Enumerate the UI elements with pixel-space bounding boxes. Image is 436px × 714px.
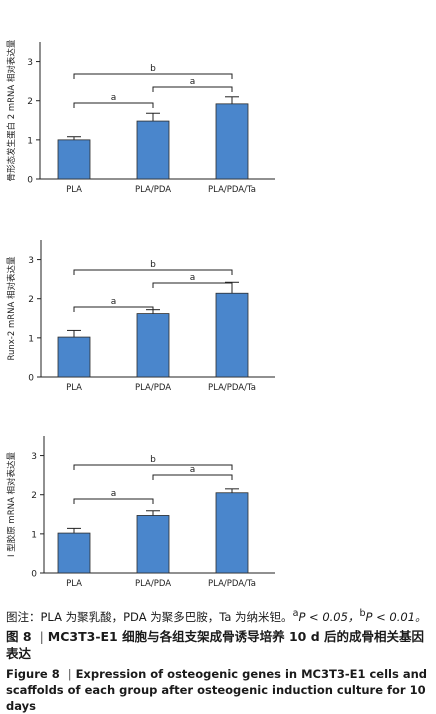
chart2-significance-bracket-1 xyxy=(73,306,154,312)
chart2-y-axis-label: Runx-2 mRNA 相对表达量 xyxy=(6,256,17,361)
chart3-bar-3 xyxy=(215,492,249,574)
figure-label-zh: 图 8 xyxy=(6,628,32,644)
chart3-y-tick-label: 3 xyxy=(31,452,37,462)
chart3-significance-bracket-1 xyxy=(73,498,154,504)
chart2-significance-label-2: a xyxy=(190,273,196,283)
chart3-category-label-1: PLA xyxy=(66,579,82,589)
caption-title-en: Figure 8 | Expression of osteogenic genes … xyxy=(6,666,432,714)
chart1-significance-label-3: b xyxy=(150,64,156,74)
chart2-bar-2 xyxy=(136,313,170,378)
caption-p-a: P < 0.05， xyxy=(298,609,360,624)
chart2-category-label-3: PLA/PDA/Ta xyxy=(208,383,256,393)
chart3-significance-label-1: a xyxy=(111,489,117,499)
caption-separator-en: | xyxy=(67,666,72,681)
chart3-significance-bracket-2 xyxy=(152,474,233,480)
caption-title-zh: 图 8 | MC3T3-E1 细胞与各组支架成骨诱导培养 10 d 后的成骨相关基因… xyxy=(6,628,432,662)
chart3-y-tick-label: 2 xyxy=(31,491,37,501)
chart1-significance-bracket-3 xyxy=(73,73,233,79)
chart3-y-tick-label: 0 xyxy=(31,570,37,580)
chart1-y-tick-label: 2 xyxy=(27,97,33,107)
chart3-category-label-3: PLA/PDA/Ta xyxy=(208,579,256,589)
chart1-bar-2 xyxy=(136,120,170,180)
chart1-category-label-2: PLA/PDA xyxy=(135,185,171,195)
chart2-category-label-2: PLA/PDA xyxy=(135,383,171,393)
chart1-significance-bracket-2 xyxy=(152,86,233,92)
caption-sup-b: b xyxy=(359,608,366,619)
chart3-category-label-2: PLA/PDA xyxy=(135,579,171,589)
chart3-y-axis-label: Ⅰ 型胶原 mRNA 相对表达量 xyxy=(6,452,17,557)
chart3-significance-bracket-3 xyxy=(73,464,233,470)
chart1-y-axis-label: 骨形态发生蛋白 2 mRNA 相对表达量 xyxy=(6,39,17,181)
chart3-bar-1 xyxy=(57,532,91,574)
chart1-y-tick-label: 3 xyxy=(27,58,33,68)
chart3-y-tick-label: 1 xyxy=(31,530,37,540)
caption-p-b: P < 0.01。 xyxy=(365,609,427,624)
chart2-y-tick-label: 1 xyxy=(28,334,34,344)
figure-title-zh: MC3T3-E1 细胞与各组支架成骨诱导培养 10 d 后的成骨相关基因表达 xyxy=(6,628,424,661)
chart1-category-label-1: PLA xyxy=(66,185,82,195)
chart3-bar-2 xyxy=(136,515,170,574)
chart2-significance-bracket-2 xyxy=(152,282,233,288)
chart1-bar-1 xyxy=(57,139,91,180)
caption-note: 图注：PLA 为聚乳酸，PDA 为聚多巴胺，Ta 为纳米钽。aP < 0.05，… xyxy=(6,606,432,625)
chart1-significance-label-2: a xyxy=(190,77,196,87)
caption-note-prefix: 图注：PLA 为聚乳酸，PDA 为聚多巴胺，Ta 为纳米钽。 xyxy=(6,609,293,624)
chart3-significance-label-2: a xyxy=(190,465,196,475)
figure-caption: 图注：PLA 为聚乳酸，PDA 为聚多巴胺，Ta 为纳米钽。aP < 0.05，… xyxy=(6,606,432,714)
chart1-y-tick-label: 0 xyxy=(27,176,33,186)
chart3-significance-label-3: b xyxy=(150,455,156,465)
chart2-bar-3 xyxy=(215,292,249,378)
chart1-category-label-3: PLA/PDA/Ta xyxy=(208,185,256,195)
caption-sup-a: a xyxy=(292,608,299,619)
chart2-significance-label-3: b xyxy=(150,260,156,270)
chart1-significance-bracket-1 xyxy=(73,102,154,108)
chart2-bar-1 xyxy=(57,336,91,378)
chart1-significance-label-1: a xyxy=(111,93,117,103)
caption-separator-zh: | xyxy=(39,628,44,644)
chart1-y-tick-label: 1 xyxy=(27,136,33,146)
chart2-y-tick-label: 3 xyxy=(28,256,34,266)
chart2-y-tick-label: 2 xyxy=(28,295,34,305)
figure-label-en: Figure 8 xyxy=(6,666,60,681)
chart2-y-tick-label: 0 xyxy=(28,374,34,384)
chart2-category-label-1: PLA xyxy=(66,383,82,393)
chart1-bar-3 xyxy=(215,103,249,180)
charts-area: 0 1 2 3 骨形态发生蛋白 2 mRNA 相对表达量 PLA PLA/PDA PLA/PD… xyxy=(6,39,275,589)
chart2-significance-label-1: a xyxy=(111,297,117,307)
figure-title-en: Expression of osteogenic genes in MC3T3-… xyxy=(6,666,428,713)
chart2-significance-bracket-3 xyxy=(73,269,233,275)
